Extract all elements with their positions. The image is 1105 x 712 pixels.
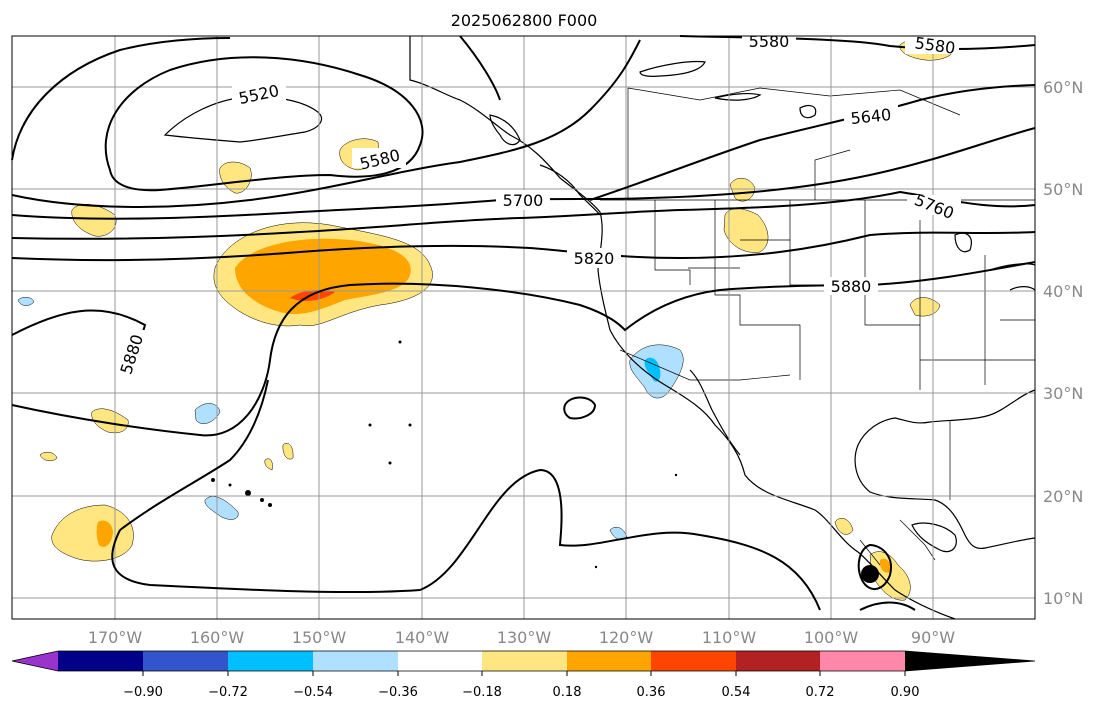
colorbar-tick: 0.18 — [553, 685, 582, 700]
shade-small-blue — [17, 297, 35, 306]
shade-mex-yellow — [834, 518, 854, 535]
lat-label-30n: 30°N — [1043, 384, 1083, 403]
contour-5580-main — [11, 39, 641, 208]
contour-5700 — [11, 127, 1036, 220]
lon-label-130w: 130°W — [497, 628, 552, 647]
colorbar-tick: −0.90 — [123, 685, 163, 700]
lon-label-170w: 170°W — [88, 628, 143, 647]
contour-labels: 5520 5580 5580 5580 5640 5700 5760 5820 … — [116, 32, 961, 382]
colorbar-tick: 0.36 — [637, 685, 666, 700]
colorbar-segment — [228, 651, 313, 671]
contour-small-ring — [563, 396, 597, 420]
lat-label-20n: 20°N — [1043, 487, 1083, 506]
shade-blue-hawaii — [204, 496, 239, 520]
lon-label-140w: 140°W — [395, 628, 450, 647]
shade-cal-blue-core — [644, 357, 661, 382]
colorbar-tick: −0.72 — [208, 685, 248, 700]
colorbar-tick: 0.90 — [891, 685, 920, 700]
contour-east-trough — [859, 601, 916, 611]
shade-blue-pacific — [194, 403, 221, 424]
contour-5760 — [11, 190, 1036, 240]
contour-5580-north — [459, 35, 501, 101]
colorbar-tick: −0.54 — [293, 685, 333, 700]
colorbar-extend-low — [12, 651, 58, 671]
islands — [211, 340, 678, 569]
colorbar-segment — [398, 651, 482, 671]
coastlines — [163, 36, 1036, 620]
colorbar-segment — [313, 651, 398, 671]
colorbar-tick: 0.72 — [806, 685, 835, 700]
colorbar-segment — [736, 651, 820, 671]
colorbar: −0.90 −0.72 −0.54 −0.36 −0.18 0.18 0.36 … — [11, 650, 1036, 700]
longitude-labels: 170°W 160°W 150°W 140°W 130°W 120°W 110°… — [88, 628, 955, 647]
lon-label-90w: 90°W — [911, 628, 955, 647]
shade-small-yellow-3 — [264, 458, 273, 471]
contour-5580-west — [11, 37, 231, 161]
colorbar-segment — [482, 651, 567, 671]
colorbar-segment — [567, 651, 651, 671]
storm-center-marker — [861, 565, 879, 583]
lat-label-40n: 40°N — [1043, 282, 1083, 301]
colorbar-segment — [820, 651, 905, 671]
anomaly-shading — [17, 37, 957, 601]
contour-label-5880-east: 5880 — [831, 277, 872, 296]
shade-central-america-core — [879, 558, 891, 573]
shade-small-yellow-1 — [39, 451, 58, 462]
colorbar-segment — [651, 651, 736, 671]
height-contours — [11, 35, 1036, 611]
lon-label-160w: 160°W — [190, 628, 245, 647]
shade-central-pacific-core — [235, 238, 411, 315]
latitude-labels: 60°N 50°N 40°N 30°N 20°N 10°N — [1043, 78, 1083, 608]
shade-small-yellow-2 — [282, 442, 294, 460]
contour-label-5820: 5820 — [574, 249, 615, 268]
shade-bering — [219, 161, 252, 194]
lat-label-50n: 50°N — [1043, 180, 1083, 199]
lat-label-60n: 60°N — [1043, 78, 1083, 97]
colorbar-tick: 0.54 — [722, 685, 751, 700]
shade-subtrop — [91, 408, 129, 434]
lon-label-120w: 120°W — [599, 628, 654, 647]
colorbar-tick: −0.18 — [462, 685, 502, 700]
map-panel: 5520 5580 5580 5580 5640 5700 5760 5820 … — [11, 32, 1036, 620]
lon-label-150w: 150°W — [292, 628, 347, 647]
contour-5880-south2 — [111, 468, 821, 611]
lon-label-110w: 110°W — [702, 628, 757, 647]
contour-label-5700: 5700 — [503, 191, 544, 210]
lon-label-100w: 100°W — [804, 628, 859, 647]
contour-label-5640: 5640 — [850, 105, 892, 128]
colorbar-extend-high — [905, 651, 1035, 671]
contour-5640 — [589, 84, 1036, 201]
map-title: 2025062800 F000 — [451, 11, 598, 30]
contour-label-5580-north: 5580 — [749, 32, 790, 51]
shade-canada-west — [729, 178, 756, 202]
contour-5520 — [104, 56, 424, 192]
colorbar-tick: −0.36 — [378, 685, 418, 700]
lat-label-10n: 10°N — [1043, 589, 1083, 608]
contour-5880-south — [119, 379, 269, 531]
colorbar-segment — [58, 651, 143, 671]
colorbar-segment — [143, 651, 228, 671]
contour-central-america — [857, 543, 892, 590]
shade-hawaii-west-core — [96, 520, 113, 547]
